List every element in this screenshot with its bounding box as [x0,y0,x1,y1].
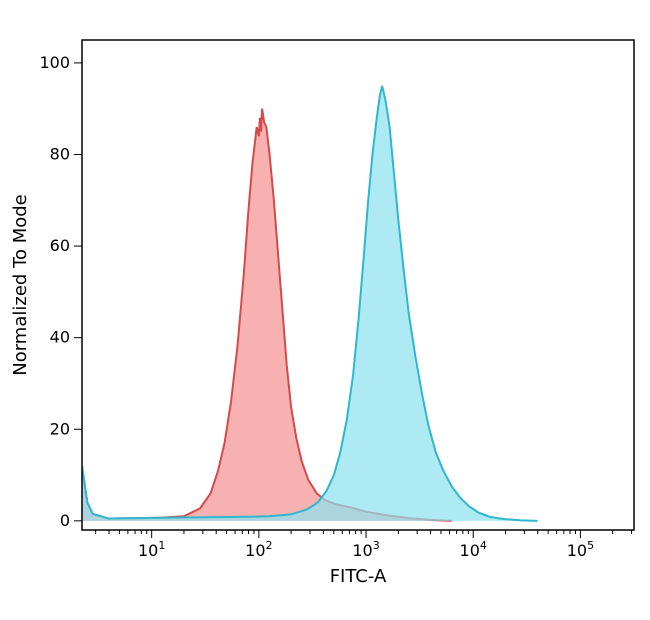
chart-svg: 101102103104105020406080100FITC-ANormali… [0,0,650,620]
x-axis-label: FITC-A [330,566,387,587]
y-tick-label: 0 [60,511,70,530]
flow-cytometry-histogram: 101102103104105020406080100FITC-ANormali… [0,0,650,620]
y-axis-label: Normalized To Mode [10,194,31,376]
y-tick-label: 40 [50,328,70,347]
y-tick-label: 100 [39,53,70,72]
y-tick-label: 60 [50,236,70,255]
y-tick-label: 20 [50,419,70,438]
y-tick-label: 80 [50,144,70,163]
